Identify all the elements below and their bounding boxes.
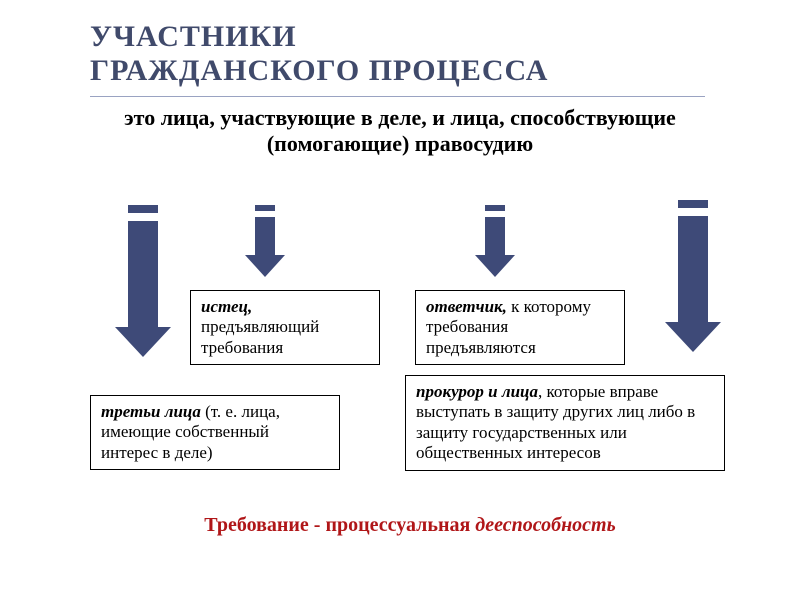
arrow-gap [677,208,709,216]
arrow-gap [254,211,276,217]
box-prokuror-strong: прокурор и лица [416,382,538,401]
box-tretyi-strong: третьи лица [101,402,201,421]
footer-requirement: Требование - процессуальная дееспособнос… [110,514,710,537]
slide-title: УЧАСТНИКИ ГРАЖДАНСКОГО ПРОЦЕССА [90,20,710,88]
arrow-head-icon [665,322,721,352]
arrow-bar [678,200,708,322]
arrow-gap [484,211,506,217]
footer-emphasis: дееспособность [475,514,615,536]
arrow-gap [127,213,159,221]
arrow-mid-left-short [245,205,285,277]
arrow-head-icon [115,327,171,357]
title-underline [90,96,705,97]
box-istets-rest: предъявляющий требования [201,317,319,356]
arrow-mid-right-short [475,205,515,277]
box-istets: истец, предъявляющий требования [190,290,380,365]
title-line-2: ГРАЖДАНСКОГО ПРОЦЕССА [90,54,710,88]
subtitle: это лица, участвующие в деле, и лица, сп… [120,105,680,157]
arrow-right-long [665,200,721,352]
box-tretyi: третьи лица (т. е. лица, имеющие собстве… [90,395,340,470]
title-block: УЧАСТНИКИ ГРАЖДАНСКОГО ПРОЦЕССА [90,20,710,88]
arrow-head-icon [245,255,285,277]
box-prokuror: прокурор и лица, которые вправе выступат… [405,375,725,471]
arrow-head-icon [475,255,515,277]
box-otvetchik: ответчик, к которому требования предъявл… [415,290,625,365]
footer-label: Требование - процессуальная [204,514,475,536]
box-otvetchik-strong: ответчик, [426,297,507,316]
arrow-bar [128,205,158,327]
arrow-left-long [115,205,171,357]
title-line-1: УЧАСТНИКИ [90,20,710,54]
box-istets-strong: истец, [201,297,252,316]
